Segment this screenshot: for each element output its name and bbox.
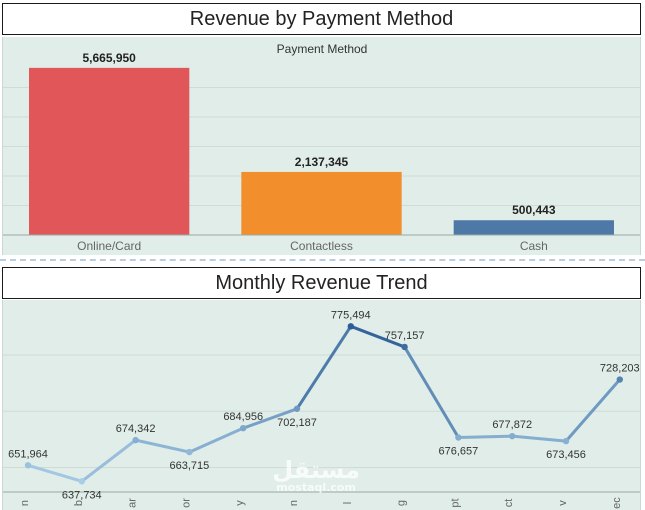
line-chart-title: Monthly Revenue Trend — [2, 267, 641, 299]
watermark-logo: مستقل mostaql.com — [272, 458, 360, 494]
line-segment — [26, 463, 84, 483]
line-value-label: 677,872 — [492, 419, 532, 431]
watermark-latin: mostaql.com — [276, 481, 356, 494]
line-value-label: 775,494 — [331, 309, 371, 321]
line-value-label: 673,456 — [546, 449, 586, 461]
line-month-label: n — [288, 500, 300, 506]
line-value-label: 728,203 — [600, 363, 640, 375]
line-segment — [456, 434, 514, 440]
line-point[interactable] — [455, 434, 462, 441]
line-value-label: 674,342 — [116, 423, 156, 435]
line-month-label: pt — [449, 498, 461, 507]
line-month-label: ct — [503, 499, 515, 508]
line-segment — [349, 324, 407, 349]
watermark-arabic: مستقل — [272, 456, 360, 484]
line-value-label: 637,734 — [62, 489, 102, 501]
section-separator — [0, 259, 645, 263]
line-segment — [510, 434, 568, 443]
line-point[interactable] — [347, 323, 354, 330]
bar-chart-panel: Payment Method 5,665,950 Online/Card 2,137… — [2, 37, 641, 255]
bar-chart-header: Payment Method — [277, 42, 368, 56]
line-segment — [241, 407, 299, 430]
line-point[interactable] — [616, 376, 623, 383]
line-point[interactable] — [509, 432, 516, 440]
line-month-label: n — [19, 500, 31, 506]
bar-category-label: Contactless — [290, 239, 353, 253]
line-value-label: 651,964 — [8, 448, 48, 460]
line-point[interactable] — [240, 424, 247, 432]
line-month-label: ar — [127, 498, 139, 508]
line-segment — [295, 324, 353, 411]
line-point[interactable] — [562, 437, 570, 445]
bar-category-label: Online/Card — [77, 239, 141, 253]
line-month-label: v — [557, 500, 569, 506]
line-segment — [80, 438, 138, 483]
bar-online-card[interactable] — [29, 67, 190, 235]
bar-value-label: 2,137,345 — [295, 155, 349, 169]
line-point[interactable] — [78, 478, 86, 485]
line-value-label: 757,157 — [385, 330, 425, 342]
line-value-label: 684,956 — [223, 411, 263, 423]
line-segment — [134, 438, 191, 454]
line-point[interactable] — [401, 343, 408, 351]
line-segment — [403, 345, 460, 440]
line-point[interactable] — [24, 462, 32, 469]
line-month-label: b — [73, 500, 85, 506]
bar-cash[interactable] — [453, 220, 614, 235]
line-month-label: y — [234, 500, 246, 506]
line-chart-panel: 651,964 n 637,734 b 674,342 ar 663,715 or 684,95… — [2, 300, 641, 510]
line-point[interactable] — [186, 448, 193, 456]
bar-chart: Payment Method 5,665,950 Online/Card 2,137… — [3, 42, 640, 253]
bar-contactless[interactable] — [241, 171, 402, 235]
bar-category-label: Cash — [520, 239, 548, 253]
line-point[interactable] — [293, 405, 301, 412]
line-month-label: g — [396, 500, 408, 506]
line-segment — [564, 378, 622, 443]
line-value-label: 663,715 — [170, 460, 210, 472]
bar-value-label: 500,443 — [512, 203, 556, 217]
bar-chart-title: Revenue by Payment Method — [2, 3, 641, 35]
line-value-label: 676,657 — [439, 446, 479, 458]
line-month-label: ec — [611, 497, 623, 509]
line-point[interactable] — [132, 436, 139, 444]
line-month-label: or — [180, 498, 192, 508]
bar-value-label: 5,665,950 — [82, 51, 136, 65]
line-month-label: l — [342, 502, 354, 504]
line-segment — [187, 426, 245, 454]
line-value-label: 702,187 — [277, 417, 317, 429]
